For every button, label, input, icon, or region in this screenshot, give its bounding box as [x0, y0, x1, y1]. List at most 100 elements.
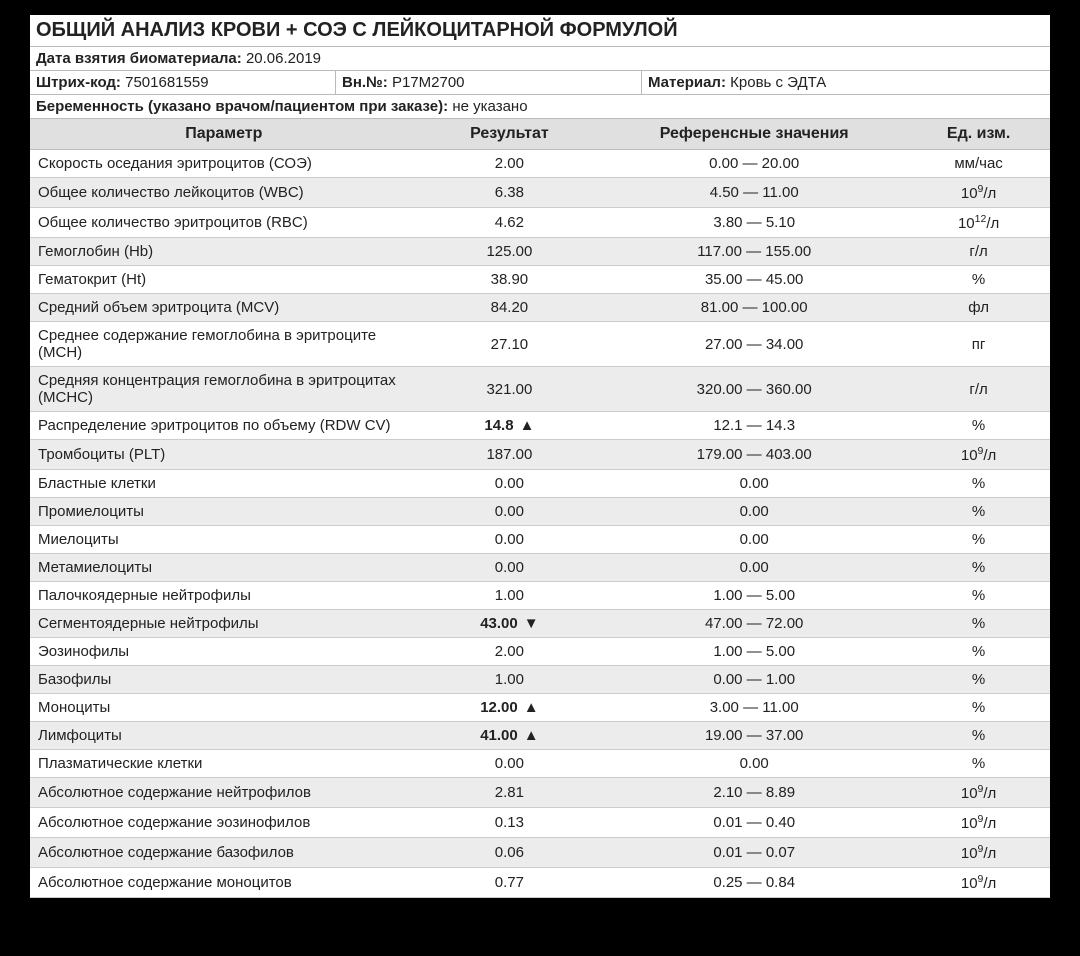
cell-reference: 4.50 — 11.00 [601, 178, 907, 208]
cell-result: 1.00 [418, 666, 602, 694]
cell-param: Средний объем эритроцита (MCV) [30, 294, 418, 322]
meta-barcode-value: 7501681559 [125, 74, 208, 91]
table-row: Абсолютное содержание нейтрофилов2.812.1… [30, 778, 1050, 808]
cell-result: 1.00 [418, 582, 602, 610]
table-row: Метамиелоциты0.000.00% [30, 554, 1050, 582]
cell-unit: % [907, 694, 1050, 722]
cell-param: Тромбоциты (PLT) [30, 440, 418, 470]
cell-result: 0.00 [418, 526, 602, 554]
cell-result: 125.00 [418, 238, 602, 266]
table-row: Базофилы1.000.00 — 1.00% [30, 666, 1050, 694]
cell-unit: % [907, 750, 1050, 778]
table-row: Бластные клетки0.000.00% [30, 470, 1050, 498]
cell-unit: % [907, 554, 1050, 582]
table-row: Эозинофилы2.001.00 — 5.00% [30, 638, 1050, 666]
meta-pregnancy-label: Беременность (указано врачом/пациентом п… [36, 98, 448, 115]
cell-param: Промиелоциты [30, 498, 418, 526]
cell-reference: 0.25 — 0.84 [601, 868, 907, 898]
table-row: Абсолютное содержание эозинофилов0.130.0… [30, 808, 1050, 838]
table-row: Распределение эритроцитов по объему (RDW… [30, 412, 1050, 440]
results-table: Параметр Результат Референсные значения … [30, 119, 1050, 898]
cell-unit: г/л [907, 238, 1050, 266]
cell-unit: % [907, 498, 1050, 526]
cell-result: 41.00▲ [418, 722, 602, 750]
table-row: Плазматические клетки0.000.00% [30, 750, 1050, 778]
cell-unit: 109/л [907, 440, 1050, 470]
cell-reference: 0.00 [601, 526, 907, 554]
cell-result: 0.77 [418, 868, 602, 898]
cell-param: Палочкоядерные нейтрофилы [30, 582, 418, 610]
cell-reference: 0.00 — 1.00 [601, 666, 907, 694]
cell-unit: фл [907, 294, 1050, 322]
cell-reference: 3.00 — 11.00 [601, 694, 907, 722]
meta-material-value: Кровь с ЭДТА [730, 74, 826, 91]
cell-param: Скорость оседания эритроцитов (СОЭ) [30, 150, 418, 178]
table-row: Сегментоядерные нейтрофилы43.00▼47.00 — … [30, 610, 1050, 638]
cell-param: Плазматические клетки [30, 750, 418, 778]
meta-date-label: Дата взятия биоматериала: [36, 50, 242, 67]
table-row: Абсолютное содержание моноцитов0.770.25 … [30, 868, 1050, 898]
cell-param: Общее количество лейкоцитов (WBC) [30, 178, 418, 208]
cell-param: Бластные клетки [30, 470, 418, 498]
cell-reference: 27.00 — 34.00 [601, 322, 907, 367]
cell-unit: % [907, 582, 1050, 610]
cell-unit: % [907, 666, 1050, 694]
cell-reference: 3.80 — 5.10 [601, 208, 907, 238]
cell-reference: 117.00 — 155.00 [601, 238, 907, 266]
cell-param: Гематокрит (Ht) [30, 266, 418, 294]
cell-result: 84.20 [418, 294, 602, 322]
cell-result: 2.00 [418, 150, 602, 178]
arrow-up-icon: ▲ [520, 417, 535, 434]
cell-param: Абсолютное содержание нейтрофилов [30, 778, 418, 808]
table-row: Палочкоядерные нейтрофилы1.001.00 — 5.00… [30, 582, 1050, 610]
meta-pregnancy: Беременность (указано врачом/пациентом п… [30, 95, 1050, 118]
cell-param: Абсолютное содержание моноцитов [30, 868, 418, 898]
cell-result: 2.81 [418, 778, 602, 808]
cell-reference: 0.00 [601, 470, 907, 498]
col-param: Параметр [30, 119, 418, 150]
cell-unit: 109/л [907, 868, 1050, 898]
cell-unit: 1012/л [907, 208, 1050, 238]
cell-unit: 109/л [907, 838, 1050, 868]
meta-row-date: Дата взятия биоматериала: 20.06.2019 [30, 47, 1050, 71]
meta-vn-label: Вн.№: [342, 74, 388, 91]
cell-reference: 19.00 — 37.00 [601, 722, 907, 750]
cell-reference: 179.00 — 403.00 [601, 440, 907, 470]
cell-unit: 109/л [907, 178, 1050, 208]
cell-unit: % [907, 470, 1050, 498]
cell-result: 38.90 [418, 266, 602, 294]
cell-unit: г/л [907, 367, 1050, 412]
meta-row-pregnancy: Беременность (указано врачом/пациентом п… [30, 95, 1050, 119]
cell-reference: 0.00 [601, 750, 907, 778]
meta-vn: Вн.№: Р17М2700 [336, 71, 642, 94]
cell-param: Распределение эритроцитов по объему (RDW… [30, 412, 418, 440]
meta-pregnancy-value: не указано [452, 98, 527, 115]
cell-param: Метамиелоциты [30, 554, 418, 582]
cell-reference: 0.00 [601, 498, 907, 526]
arrow-up-icon: ▲ [524, 727, 539, 744]
cell-result: 187.00 [418, 440, 602, 470]
cell-unit: % [907, 412, 1050, 440]
table-header-row: Параметр Результат Референсные значения … [30, 119, 1050, 150]
cell-reference: 0.00 [601, 554, 907, 582]
meta-material-label: Материал: [648, 74, 726, 91]
cell-param: Гемоглобин (Hb) [30, 238, 418, 266]
cell-result: 14.8▲ [418, 412, 602, 440]
table-row: Скорость оседания эритроцитов (СОЭ)2.000… [30, 150, 1050, 178]
cell-result: 6.38 [418, 178, 602, 208]
cell-result: 2.00 [418, 638, 602, 666]
report-page: ОБЩИЙ АНАЛИЗ КРОВИ + СОЭ С ЛЕЙКОЦИТАРНОЙ… [30, 15, 1050, 898]
cell-result: 12.00▲ [418, 694, 602, 722]
table-row: Тромбоциты (PLT)187.00179.00 — 403.00109… [30, 440, 1050, 470]
meta-barcode: Штрих-код: 7501681559 [30, 71, 336, 94]
cell-result: 321.00 [418, 367, 602, 412]
cell-result: 4.62 [418, 208, 602, 238]
meta-barcode-label: Штрих-код: [36, 74, 121, 91]
cell-reference: 47.00 — 72.00 [601, 610, 907, 638]
cell-param: Базофилы [30, 666, 418, 694]
cell-reference: 0.00 — 20.00 [601, 150, 907, 178]
cell-reference: 0.01 — 0.07 [601, 838, 907, 868]
cell-result: 0.00 [418, 498, 602, 526]
cell-reference: 81.00 — 100.00 [601, 294, 907, 322]
cell-reference: 12.1 — 14.3 [601, 412, 907, 440]
